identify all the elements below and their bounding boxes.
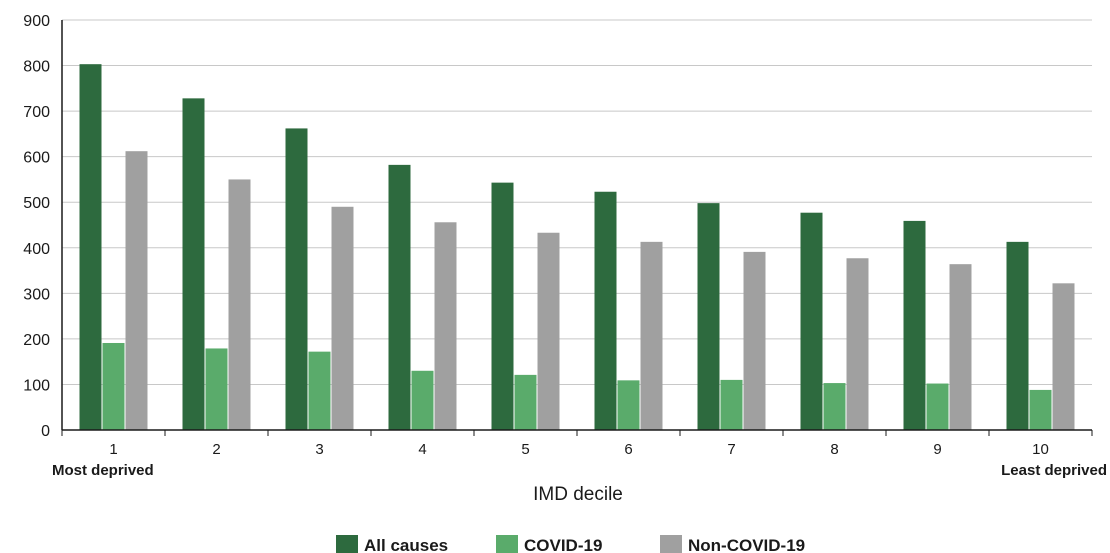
x-tick-label: 8 [830, 441, 838, 458]
y-tick-label: 600 [23, 150, 50, 167]
bar-non-covid-19-decile-2 [228, 179, 251, 430]
bar-all-causes-decile-3 [285, 128, 308, 430]
bar-non-covid-19-decile-4 [434, 222, 457, 430]
bar-covid-19-decile-5 [514, 374, 537, 430]
bar-covid-19-decile-2 [205, 348, 228, 430]
bar-all-causes-decile-7 [697, 203, 720, 430]
y-tick-labels: 0 100 200 300 400 500 600 700 800 900 [23, 13, 50, 440]
bar-all-causes-decile-8 [800, 212, 823, 430]
y-tick-label: 400 [23, 241, 50, 258]
bar-covid-19-decile-1 [102, 342, 125, 430]
legend-label-all-causes: All causes [364, 536, 448, 553]
x-axis-title: IMD decile [533, 484, 623, 505]
y-tick-label: 0 [41, 423, 50, 440]
bar-non-covid-19-decile-3 [331, 206, 354, 430]
x-tick-labels: 1 2 3 4 5 6 7 8 9 10 [61, 430, 1093, 458]
bar-all-causes-decile-10 [1006, 241, 1029, 430]
y-tick-label: 700 [23, 104, 50, 121]
x-tick-label: 1 [109, 441, 117, 458]
y-tick-label: 200 [23, 332, 50, 349]
legend-label-non-covid-19: Non-COVID-19 [688, 536, 805, 553]
x-tick-label: 9 [933, 441, 941, 458]
legend-label-covid-19: COVID-19 [524, 536, 602, 553]
bar-covid-19-decile-9 [926, 383, 949, 430]
bar-non-covid-19-decile-6 [640, 241, 663, 430]
bar-covid-19-decile-10 [1029, 389, 1052, 430]
legend-swatch-all-causes [336, 535, 358, 553]
bars [79, 64, 1075, 430]
x-tick-label: 5 [521, 441, 529, 458]
x-tick-label: 7 [727, 441, 735, 458]
y-tick-label: 500 [23, 195, 50, 212]
bar-non-covid-19-decile-7 [743, 251, 766, 430]
x-tick-label: 3 [315, 441, 323, 458]
bar-non-covid-19-decile-10 [1052, 283, 1075, 430]
bar-covid-19-decile-3 [308, 351, 331, 430]
x-tick-label: 2 [212, 441, 220, 458]
x-tick-label: 10 [1032, 441, 1049, 458]
x-tick-label: 6 [624, 441, 632, 458]
bar-all-causes-decile-2 [182, 98, 205, 430]
bar-covid-19-decile-4 [411, 370, 434, 430]
y-tick-label: 100 [23, 377, 50, 394]
x-sublabel-least-deprived: Least deprived [1001, 462, 1107, 479]
bar-all-causes-decile-6 [594, 191, 617, 430]
bar-non-covid-19-decile-9 [949, 264, 972, 430]
legend: All causes COVID-19 Non-COVID-19 [336, 535, 805, 553]
x-sublabel-most-deprived: Most deprived [52, 462, 154, 479]
x-tick-label: 4 [418, 441, 426, 458]
legend-swatch-covid-19 [496, 535, 518, 553]
bar-non-covid-19-decile-5 [537, 232, 560, 430]
bar-non-covid-19-decile-1 [125, 151, 148, 430]
bar-all-causes-decile-9 [903, 220, 926, 430]
bar-all-causes-decile-1 [79, 64, 102, 430]
y-tick-label: 800 [23, 59, 50, 76]
bar-non-covid-19-decile-8 [846, 258, 869, 430]
bar-covid-19-decile-6 [617, 380, 640, 430]
bar-covid-19-decile-8 [823, 383, 846, 430]
bar-covid-19-decile-7 [720, 379, 743, 430]
bar-all-causes-decile-4 [388, 164, 411, 430]
y-tick-label: 900 [23, 13, 50, 30]
y-tick-label: 300 [23, 286, 50, 303]
legend-swatch-non-covid-19 [660, 535, 682, 553]
gridlines [62, 19, 1092, 385]
bar-all-causes-decile-5 [491, 182, 514, 430]
